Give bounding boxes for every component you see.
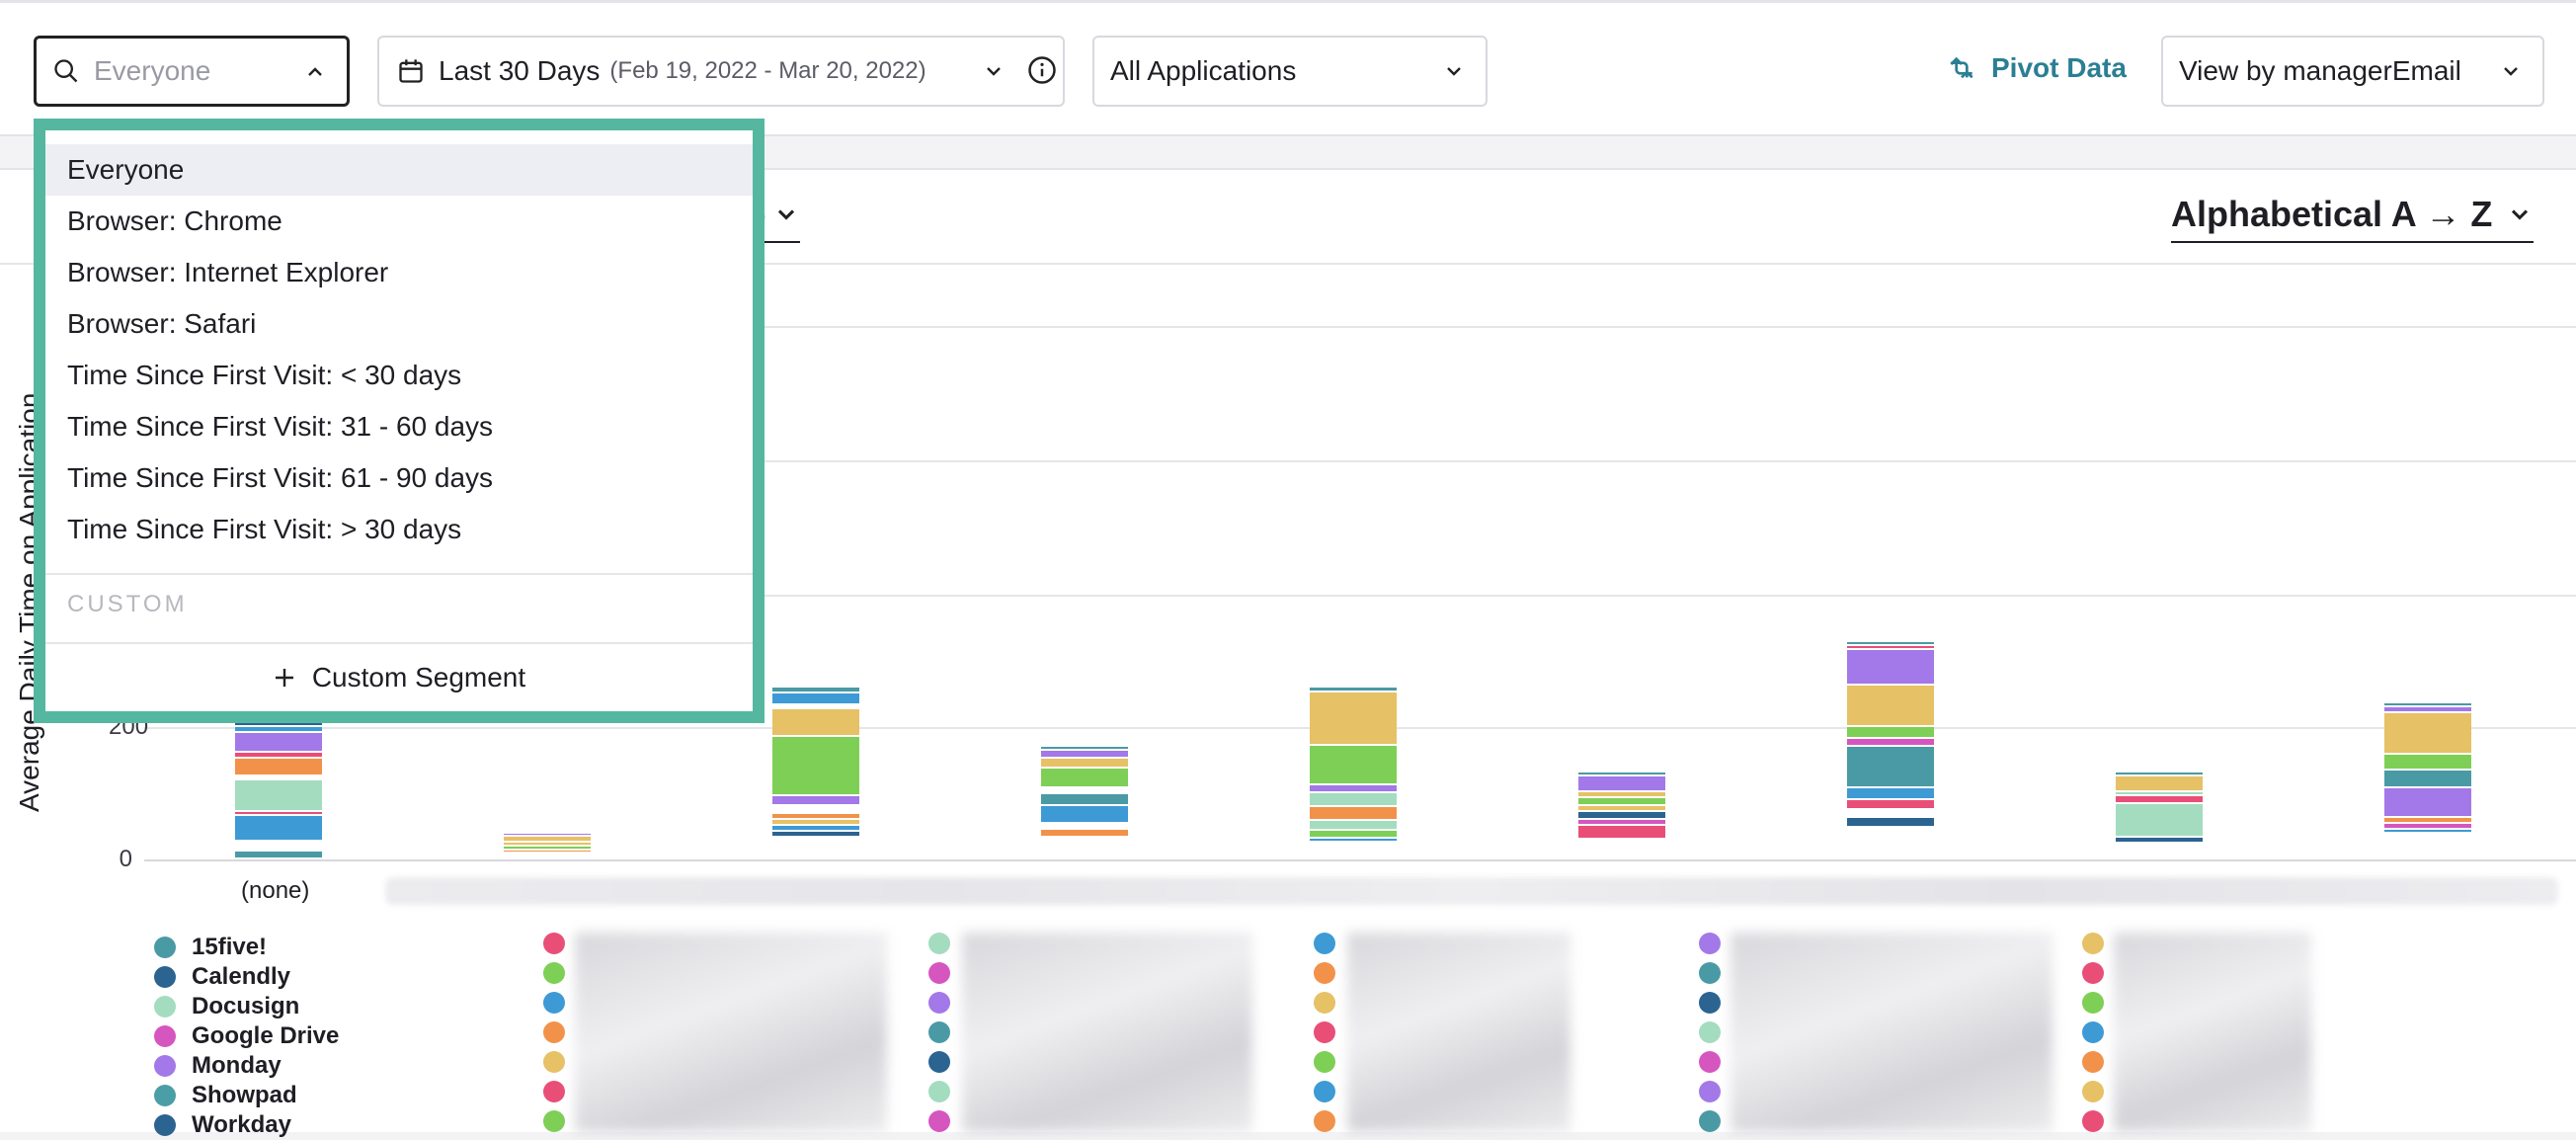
chart-header-divider [0,263,2576,265]
chevron-down-icon [2512,209,2529,220]
gridline [144,326,2576,328]
segment-option[interactable]: Browser: Chrome [67,205,282,236]
info-icon[interactable] [1027,55,1057,85]
segment-option[interactable]: Time Since First Visit: > 30 days [67,514,462,544]
chart-bar[interactable] [1578,773,1665,840]
legend-column [928,933,966,1140]
legend-column [1314,933,1351,1140]
legend-label: Google Drive [192,1022,340,1049]
segment-option[interactable]: Browser: Internet Explorer [67,257,389,287]
legend-dot [154,936,176,958]
chart-bar[interactable] [504,834,591,854]
gridline [144,595,2576,597]
segment-search-input[interactable]: Everyone [34,36,350,107]
chart-bar[interactable] [1310,688,1397,843]
legend-dot [154,966,176,988]
chevron-down-icon [1447,67,1461,76]
chart-bar[interactable] [2116,773,2203,844]
blurred-legend-labels [1347,933,1570,1132]
x-category-label: (none) [241,877,310,904]
segment-options: Everyone Browser: Chrome Browser: Intern… [45,130,753,555]
legend-item[interactable]: Google Drive [154,1021,339,1051]
view-by-select[interactable]: View by managerEmail [2161,36,2544,107]
date-range-select[interactable]: Last 30 Days (Feb 19, 2022 - Mar 20, 202… [377,36,1065,107]
chevron-up-icon[interactable] [303,60,327,84]
chart-bar[interactable] [235,721,322,859]
swap-icon [1950,56,1973,79]
legend-dot [154,1025,176,1047]
legend-label: Calendly [192,963,291,990]
legend-item[interactable]: 15five! [154,933,339,962]
segment-option[interactable]: Everyone [45,144,753,196]
chart-bar[interactable] [1847,642,1934,828]
date-range-dates: (Feb 19, 2022 - Mar 20, 2022) [609,57,926,84]
add-custom-segment-button[interactable]: Custom Segment [45,642,753,711]
legend-label: Monday [192,1052,282,1079]
legend-item[interactable]: Calendly [154,962,339,992]
blurred-legend-labels [2114,933,2311,1132]
pivot-data-label: Pivot Data [1991,52,2127,83]
blurred-legend-labels [1731,933,2053,1132]
legend-item[interactable]: Workday [154,1110,339,1140]
segment-option[interactable]: Browser: Safari [67,308,257,339]
chart-bar[interactable] [2384,703,2471,834]
legend-dot [154,1085,176,1106]
chart-bar[interactable] [1041,747,1128,838]
segment-option[interactable]: Time Since First Visit: 31 - 60 days [67,411,494,442]
legend-column [2082,933,2120,1140]
legend-label: Workday [192,1111,291,1138]
legend-label: 15five! [192,934,268,960]
add-custom-segment-label: Custom Segment [311,662,526,692]
dropdown-divider [45,573,753,575]
custom-group-label: CUSTOM [67,591,188,617]
view-by-label: View by managerEmail [2179,55,2461,86]
legend-label: Showpad [192,1082,297,1108]
applications-select[interactable]: All Applications [1092,36,1488,107]
legend-item[interactable]: Monday [154,1051,339,1081]
blurred-legend-labels [575,933,887,1132]
chart-legend: 15five! Calendly Docusign Google Drive M… [154,933,339,1140]
calendar-icon [399,59,423,83]
sort-select-label: Alphabetical A → Z [2171,194,2493,234]
chevron-down-icon[interactable] [982,59,1006,83]
blurred-legend-labels [962,933,1252,1132]
legend-item[interactable]: Showpad [154,1081,339,1110]
x-axis-line [144,859,2576,861]
sort-select[interactable]: Alphabetical A → Z [2171,194,2535,243]
segment-option[interactable]: Time Since First Visit: 61 - 90 days [67,462,494,493]
chevron-down-icon [777,209,795,220]
legend-column [1699,933,1736,1140]
blurred-x-labels [385,877,2558,905]
segment-option[interactable]: Time Since First Visit: < 30 days [67,360,462,390]
legend-dot [154,1114,176,1136]
search-icon [54,59,78,83]
plus-icon [275,669,293,687]
legend-label: Docusign [192,993,300,1019]
y-tick-label: 0 [119,846,132,872]
chevron-down-icon [2504,67,2518,76]
legend-column [543,933,581,1140]
gridline [144,460,2576,462]
date-range-label: Last 30 Days [439,55,601,86]
legend-dot [154,996,176,1018]
chart-bar[interactable] [772,688,859,838]
segment-dropdown: Everyone Browser: Chrome Browser: Intern… [34,119,765,723]
applications-label: All Applications [1110,55,1297,86]
pivot-data-button[interactable]: Pivot Data [1946,52,2127,84]
legend-item[interactable]: Docusign [154,992,339,1021]
segment-placeholder: Everyone [94,55,211,86]
legend-dot [154,1055,176,1077]
filter-bar: Everyone Last 30 Days (Feb 19, 2022 - Ma… [0,0,2576,136]
